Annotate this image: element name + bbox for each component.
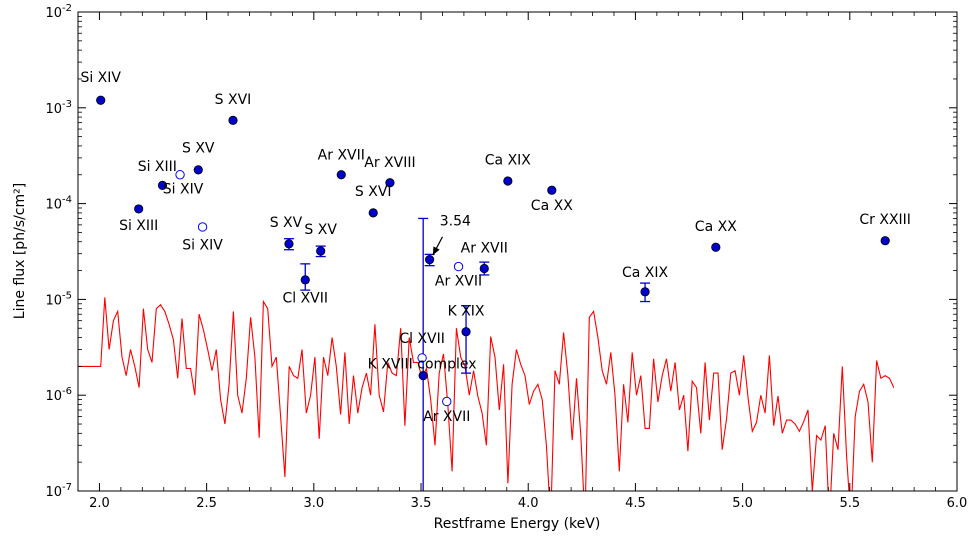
upper-limit-point xyxy=(453,261,464,272)
upper-limit-point xyxy=(197,222,208,232)
line-label: Ar XVII xyxy=(423,409,470,425)
x-tick-label: 5.5 xyxy=(839,496,860,511)
line-label: K XVIII complex xyxy=(368,356,477,372)
line-label: Cr XXIII xyxy=(859,212,911,228)
detection-point xyxy=(134,204,144,214)
line-label: Ar XVII xyxy=(318,147,365,163)
line-label: Ar XVIII xyxy=(364,155,415,171)
line-label: Si XIV xyxy=(182,238,223,254)
x-tick-label: 3.0 xyxy=(303,496,324,511)
line-label: Cl XVII xyxy=(282,290,328,306)
line-label: Ca XIX xyxy=(622,265,669,281)
detection-point xyxy=(711,242,721,252)
detection-point xyxy=(461,327,471,337)
detection-point xyxy=(193,165,203,175)
data-markers xyxy=(96,95,890,407)
line-labels: Si XIV S XVI Si XIII S XV Si XIV Si XIII Si XI… xyxy=(80,70,911,425)
detection-point xyxy=(336,170,346,180)
detection-point xyxy=(228,115,238,125)
detection-point xyxy=(640,287,650,297)
line-label: Si XIII xyxy=(119,218,158,234)
line-label: Si XIII xyxy=(138,159,177,175)
arrow-head xyxy=(432,246,440,256)
y-tick-label: 10-4 xyxy=(45,195,72,213)
detection-point xyxy=(547,185,557,195)
detection-point xyxy=(479,263,489,274)
y-tick-label: 10-3 xyxy=(45,99,72,117)
line-label: 3.54 xyxy=(440,214,471,230)
line-label: S XVI xyxy=(355,184,392,200)
detection-point xyxy=(880,236,890,246)
line-label: Ca XX xyxy=(695,219,737,235)
detection-point xyxy=(96,95,106,105)
line-label: Ca XIX xyxy=(485,153,532,169)
detection-point xyxy=(284,239,294,249)
x-tick-label: 4.5 xyxy=(625,496,646,511)
y-tick-label: 10-2 xyxy=(45,3,72,21)
y-tick-label: 10-7 xyxy=(45,482,72,500)
y-axis-ticks: 10-7 10-6 10-5 10-4 10-3 10-2 xyxy=(45,3,957,500)
detection-point xyxy=(424,255,435,265)
detection-point xyxy=(316,246,326,256)
line-label: S XV xyxy=(304,222,337,238)
detection-point xyxy=(300,275,310,285)
x-tick-label: 4.0 xyxy=(518,496,539,511)
line-label: Si XIV xyxy=(163,181,204,197)
plot-frame xyxy=(77,11,958,492)
upper-limit-point xyxy=(175,170,185,180)
y-axis-label: Line flux [ph/s/cm²] xyxy=(12,183,28,319)
x-axis-label: Restframe Energy (keV) xyxy=(434,516,601,532)
detection-point xyxy=(418,371,428,381)
upper-limit-point xyxy=(442,396,452,407)
x-tick-label: 3.5 xyxy=(411,496,432,511)
noise-line xyxy=(78,297,895,491)
y-tick-label: 10-5 xyxy=(45,290,72,308)
detection-point xyxy=(157,180,168,190)
noise-series xyxy=(78,297,895,491)
line-label: S XVI xyxy=(215,92,252,108)
line-label: S XV xyxy=(270,215,303,231)
upper-limit-point xyxy=(417,353,427,363)
x-tick-label: 2.0 xyxy=(89,496,110,511)
x-tick-label: 5.0 xyxy=(732,496,753,511)
line-label: Ca XX xyxy=(531,198,573,214)
plot-background xyxy=(78,12,957,491)
line-label: S XV xyxy=(182,141,215,157)
detection-point xyxy=(385,178,395,188)
line-label: Si XIV xyxy=(80,70,121,86)
line-label: Ar XVII xyxy=(461,240,508,256)
x-tick-label: 6.0 xyxy=(947,496,968,511)
detection-point xyxy=(368,208,378,218)
x-tick-label: 2.5 xyxy=(196,496,217,511)
detection-point xyxy=(503,176,513,186)
line-label: Cl XVII xyxy=(399,331,445,347)
y-tick-label: 10-6 xyxy=(45,386,72,404)
line-label: Ar XVII xyxy=(435,273,482,289)
line-label: K XIX xyxy=(448,303,485,319)
annotation-arrow xyxy=(432,236,443,256)
